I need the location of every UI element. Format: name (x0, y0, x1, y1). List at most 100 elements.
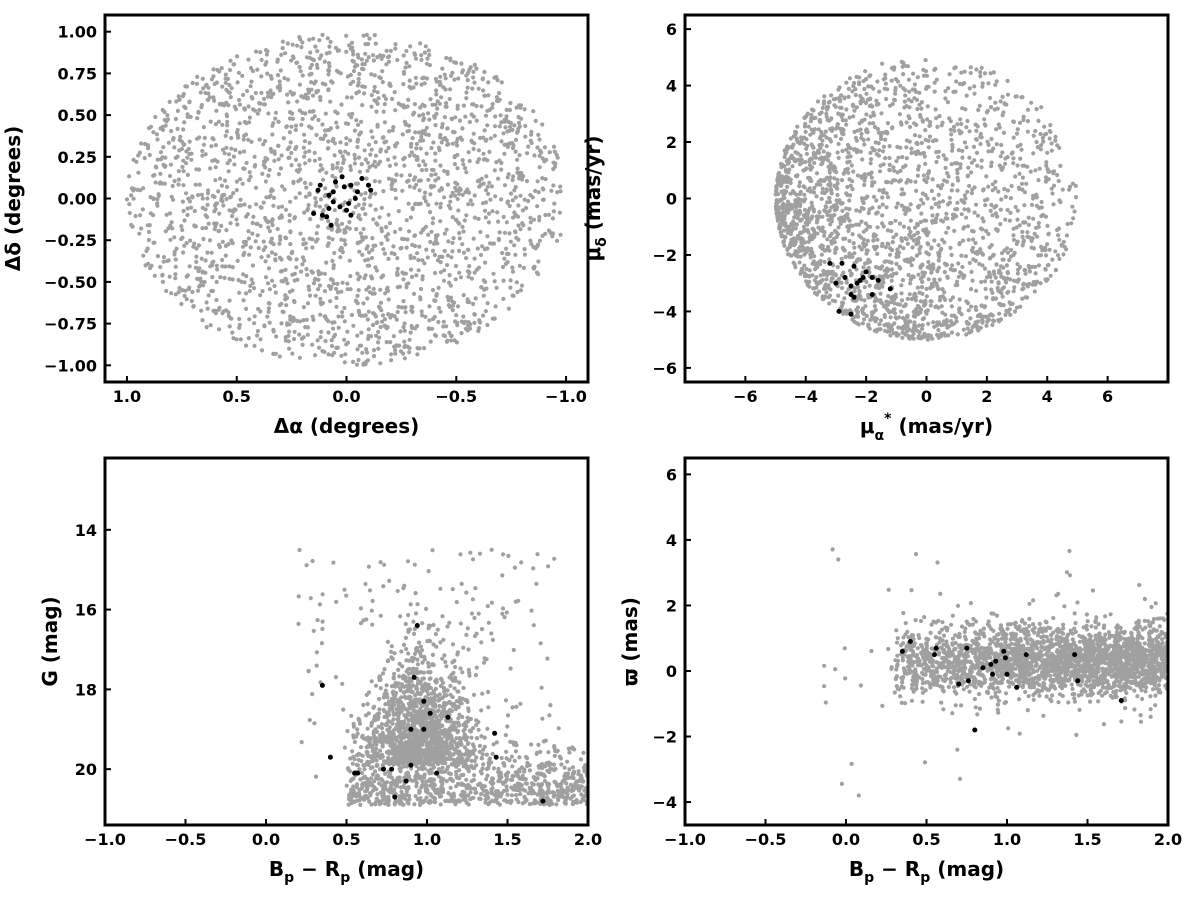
field-star-point (294, 265, 299, 270)
field-star-point (969, 328, 974, 333)
field-star-point (330, 258, 335, 264)
field-star-point (835, 181, 840, 186)
field-star-point (373, 314, 378, 319)
field-star-point (836, 199, 841, 205)
field-star-point (989, 243, 994, 248)
field-star-point (841, 127, 846, 133)
field-star-point (809, 216, 814, 221)
field-star-point (341, 157, 347, 162)
field-star-point (231, 62, 236, 67)
field-star-point (378, 149, 383, 154)
field-star-point (442, 72, 447, 77)
field-star-point (204, 300, 209, 305)
field-star-point (420, 258, 425, 263)
field-star-point (233, 107, 239, 112)
field-star-point (348, 274, 353, 279)
field-star-point (950, 145, 955, 150)
field-star-point (452, 154, 457, 159)
field-star-point (247, 115, 252, 120)
field-star-point (826, 244, 831, 249)
field-star-point (870, 310, 875, 315)
field-star-point (850, 89, 855, 94)
field-star-point (147, 223, 152, 228)
field-star-point (445, 253, 450, 258)
member-star-point (836, 308, 842, 314)
field-star-point (421, 159, 426, 164)
field-star-point (901, 165, 906, 170)
field-star-point (375, 124, 380, 129)
field-star-point (433, 233, 439, 238)
field-star-point (862, 178, 867, 183)
field-star-point (791, 156, 796, 161)
field-star-point (935, 124, 940, 129)
field-star-point (497, 91, 502, 96)
field-star-point (540, 122, 545, 127)
field-star-point (926, 259, 931, 265)
field-star-point (204, 225, 209, 231)
field-star-point (875, 127, 881, 132)
field-star-point (925, 171, 931, 176)
field-star-point (798, 153, 803, 158)
field-star-point (417, 163, 422, 168)
field-star-point (1008, 210, 1013, 215)
field-star-point (442, 195, 447, 200)
field-star-point (1005, 250, 1011, 255)
field-star-point (817, 214, 822, 219)
field-star-point (272, 158, 277, 163)
field-star-point (480, 76, 485, 81)
field-star-point (276, 172, 282, 177)
field-star-point (897, 302, 903, 307)
field-star-point (160, 127, 166, 132)
field-star-point (515, 289, 520, 295)
field-star-point (293, 157, 299, 162)
field-star-point (267, 287, 272, 292)
field-star-point (263, 165, 268, 170)
field-star-point (941, 153, 946, 158)
field-star-point (974, 137, 979, 142)
field-star-point (958, 117, 963, 122)
field-star-point (904, 104, 909, 109)
field-star-point (789, 144, 794, 150)
field-star-point (186, 146, 191, 152)
field-star-point (245, 88, 250, 94)
field-star-point (881, 144, 887, 149)
field-star-point (247, 204, 252, 209)
field-star-point (426, 202, 431, 207)
field-star-point (367, 165, 372, 170)
field-star-point (827, 301, 832, 306)
field-star-point (355, 122, 361, 127)
field-star-point (1029, 100, 1034, 105)
field-star-point (176, 177, 181, 182)
field-star-point (889, 300, 894, 305)
field-star-point (1011, 289, 1016, 294)
field-star-point (355, 137, 361, 142)
field-star-point (802, 124, 808, 129)
field-star-point (958, 165, 963, 170)
field-star-point (957, 241, 962, 246)
field-star-point (836, 87, 841, 92)
field-star-point (386, 176, 391, 181)
field-star-point (271, 327, 276, 332)
field-star-point (503, 733, 508, 738)
field-star-point (833, 104, 838, 109)
field-star-point (212, 227, 217, 232)
member-star-point (346, 201, 352, 206)
field-star-point (863, 175, 868, 180)
field-star-point (431, 216, 436, 221)
field-star-point (427, 304, 432, 309)
field-star-point (519, 283, 525, 288)
field-star-point (419, 134, 424, 140)
field-star-point (217, 211, 222, 216)
field-star-point (468, 550, 473, 555)
field-star-point (405, 104, 410, 109)
field-star-point (478, 252, 484, 258)
field-star-point (867, 74, 872, 79)
field-star-point (276, 119, 281, 124)
field-star-point (462, 218, 467, 223)
field-star-point (247, 317, 252, 322)
field-star-point (152, 240, 157, 245)
field-star-point (273, 252, 278, 257)
field-star-point (972, 210, 977, 215)
y-axis-label: μδ (mas/yr) (581, 135, 610, 261)
field-star-point (1005, 270, 1010, 275)
